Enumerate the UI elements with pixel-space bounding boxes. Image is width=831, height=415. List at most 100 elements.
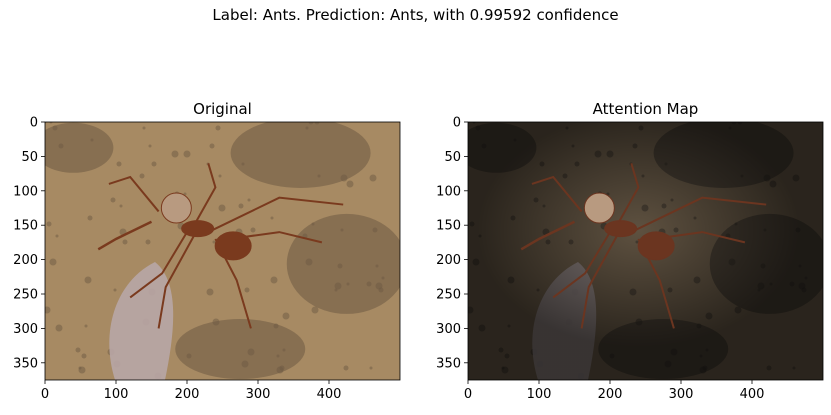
original-speckle [375, 264, 379, 268]
original-speckle [116, 161, 122, 167]
original-speckle [209, 143, 215, 149]
original-xtick-label: 200 [175, 387, 200, 402]
original-speckle [186, 353, 192, 359]
original-speckle [346, 180, 354, 188]
original-speckle [381, 276, 385, 280]
original-speckle [250, 227, 256, 233]
attention-ytick-label: 300 [436, 322, 461, 337]
attention-ytick-label: 200 [436, 253, 461, 268]
attention-ytick-label: 250 [436, 288, 461, 303]
original-speckle [311, 306, 319, 314]
attention-ytick-label: 350 [436, 356, 461, 371]
original-speckle [244, 287, 250, 293]
attention-ant-leg [580, 235, 618, 329]
original-speckle [145, 239, 151, 245]
original-ant-antenna [108, 175, 160, 213]
original-speckle [142, 126, 146, 130]
original-speckle [52, 125, 58, 131]
original-ytick-label: 350 [13, 356, 38, 371]
original-xtick-label: 400 [317, 387, 342, 402]
attention-ant-leg [616, 162, 640, 226]
original-speckle [75, 347, 81, 353]
attention-ant-thorax [604, 220, 638, 238]
original-speckle [151, 161, 157, 167]
attention-axes-frame [467, 121, 824, 381]
attention-ant [520, 162, 767, 329]
original-speckle [139, 173, 145, 179]
attention-ant-mandible [520, 220, 576, 251]
original-ytick-label: 150 [13, 219, 38, 234]
attention-xtick-label: 0 [464, 387, 472, 402]
original-speckle [218, 174, 222, 178]
original-ant-leg [193, 162, 217, 226]
original-speckle [247, 198, 251, 202]
attention-image [468, 122, 823, 380]
original-rock-patch [175, 319, 306, 380]
original-speckle [241, 360, 249, 368]
original-speckle [206, 288, 214, 296]
original-axes-frame [44, 121, 401, 381]
original-speckle [372, 227, 378, 233]
original-speckle [279, 365, 285, 371]
original-speckle [378, 287, 384, 293]
original-speckle [273, 323, 279, 329]
original-speckle [340, 228, 344, 232]
original-speckle [308, 122, 314, 125]
original-speckle [171, 150, 179, 158]
original-speckle [369, 174, 377, 182]
attention-xtick-label: 300 [669, 387, 694, 402]
attention-ytick-label: 150 [436, 219, 461, 234]
original-speckle [87, 215, 93, 221]
original-speckle [58, 143, 64, 149]
original-ant-leg [157, 235, 195, 329]
original-xtick-label: 300 [246, 387, 271, 402]
original-speckle [81, 353, 87, 359]
original-rock-patch [286, 213, 400, 314]
original-ant-leg [207, 196, 344, 233]
original-speckle [276, 354, 280, 358]
original-speckle [247, 348, 255, 356]
original-speckle [110, 197, 116, 203]
original-speckle [55, 324, 63, 332]
original-speckle [334, 282, 342, 290]
original-speckle [311, 222, 315, 226]
original-ytick-label: 250 [13, 288, 38, 303]
original-speckle [212, 240, 216, 244]
original-ytick-label: 100 [13, 184, 38, 199]
original-speckle [346, 282, 350, 286]
original-speckle [305, 126, 309, 130]
original-speckle [343, 365, 349, 371]
original-speckle [90, 138, 94, 142]
figure-suptitle: Label: Ants. Prediction: Ants, with 0.99… [212, 6, 619, 24]
original-speckle [84, 324, 88, 328]
original-rock-patch [230, 122, 371, 188]
original-speckle [369, 366, 373, 370]
original-ytick-label: 0 [30, 116, 38, 131]
original-speckle [215, 125, 221, 131]
original-speckle [122, 239, 128, 245]
original-title: Original [193, 100, 252, 118]
attention-ytick-label: 100 [436, 184, 461, 199]
original-ant-leg [129, 231, 188, 299]
original-xtick-label: 100 [104, 387, 129, 402]
attention-ant-head [583, 192, 615, 224]
original-speckle [45, 306, 51, 314]
original-speckle [78, 366, 86, 374]
original-speckle [218, 204, 226, 212]
original-ant-mandible [97, 220, 153, 251]
original-xtick-label: 0 [41, 387, 49, 402]
original-speckle [148, 144, 152, 148]
original-speckle [305, 258, 313, 266]
original-speckle [337, 263, 343, 269]
original-ytick-label: 200 [13, 253, 38, 268]
original-speckle [340, 174, 348, 182]
original-speckle [282, 312, 290, 320]
original-speckle [84, 276, 92, 284]
original-ant [97, 162, 344, 329]
original-leaf [109, 262, 174, 380]
original-rock-patch [45, 122, 114, 173]
original-speckle [46, 221, 52, 227]
original-speckle [49, 258, 57, 266]
attention-ytick-label: 50 [444, 150, 461, 165]
